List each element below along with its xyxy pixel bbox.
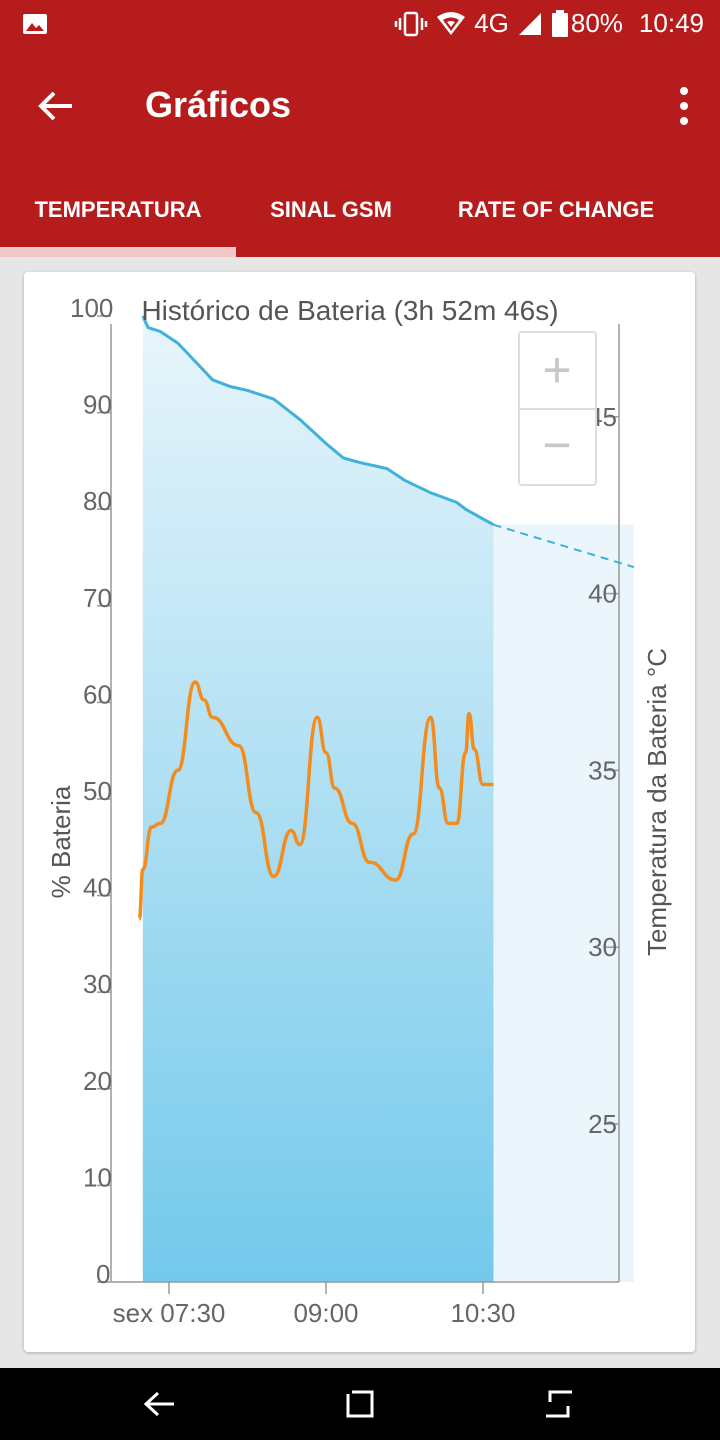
status-bar: 4G 80% 10:49 bbox=[0, 0, 720, 52]
left-axis-tick-label: 30 bbox=[83, 969, 112, 999]
left-axis-tick-label: 90 bbox=[83, 390, 112, 420]
cell-signal-icon bbox=[518, 12, 541, 35]
nav-recents-icon[interactable] bbox=[542, 1386, 578, 1422]
battery-projection-line bbox=[493, 523, 635, 569]
zoom-in-button[interactable]: + bbox=[521, 334, 594, 407]
nav-home-icon[interactable] bbox=[342, 1386, 378, 1422]
left-axis-tick-label: 40 bbox=[83, 873, 112, 903]
left-axis-tick-label: 10 bbox=[83, 1162, 112, 1192]
back-arrow-icon[interactable] bbox=[36, 86, 76, 126]
chart-card: 0 10 20 30 40 50 60 70 80 90 100 25 30 35 40 45 sex 07… bbox=[24, 272, 695, 1352]
tab-bar: TEMPERATURA SINAL GSM RATE OF CHANGE bbox=[0, 162, 720, 257]
right-axis-label: Temperatura da Bateria °C bbox=[642, 648, 672, 956]
vibrate-icon bbox=[394, 11, 428, 36]
battery-icon bbox=[551, 9, 568, 37]
zoom-out-button[interactable]: − bbox=[521, 411, 594, 484]
battery-area-fill bbox=[142, 316, 494, 1282]
temperature-line bbox=[137, 680, 494, 921]
right-axis-tick-label: 30 bbox=[588, 932, 617, 962]
left-axis-tick-label: 20 bbox=[83, 1066, 112, 1096]
gallery-notification-icon bbox=[23, 14, 47, 34]
left-axis-label: % Bateria bbox=[46, 785, 76, 898]
left-axis-tick-label: 60 bbox=[83, 679, 112, 709]
zoom-controls: + − bbox=[518, 331, 597, 486]
overflow-menu-icon[interactable] bbox=[678, 86, 690, 126]
left-axis-tick-label: 50 bbox=[83, 776, 112, 806]
app-bar: Gráficos bbox=[0, 52, 720, 162]
page-title: Gráficos bbox=[145, 84, 292, 125]
chart-title: Histórico de Bateria (3h 52m 46s) bbox=[141, 295, 558, 326]
zoom-in-label: + bbox=[542, 342, 571, 398]
right-axis-tick-label: 40 bbox=[588, 579, 617, 609]
x-axis-tick-label: sex 07:30 bbox=[113, 1298, 226, 1328]
x-axis-tick-label: 10:30 bbox=[450, 1298, 515, 1328]
network-type: 4G bbox=[474, 8, 509, 38]
clock: 10:49 bbox=[638, 8, 704, 38]
zoom-out-label: − bbox=[542, 417, 571, 473]
left-axis-tick-label: 100 bbox=[70, 293, 113, 323]
left-axis-tick-label: 70 bbox=[83, 583, 112, 613]
tab-sinal-gsm[interactable]: SINAL GSM bbox=[270, 197, 392, 222]
x-axis-tick-label: 09:00 bbox=[293, 1298, 358, 1328]
right-axis-tick-label: 35 bbox=[588, 755, 617, 785]
nav-back-icon[interactable] bbox=[140, 1388, 180, 1420]
system-nav-bar bbox=[0, 1368, 720, 1440]
tab-temperatura[interactable]: TEMPERATURA bbox=[34, 197, 202, 222]
left-axis-tick-label: 80 bbox=[83, 486, 112, 516]
tab-rate-of-change[interactable]: RATE OF CHANGE bbox=[457, 197, 655, 222]
projection-area bbox=[493, 524, 634, 1282]
battery-percent: 80% bbox=[570, 8, 623, 38]
battery-percent-line bbox=[141, 315, 495, 527]
left-axis-tick-label: 0 bbox=[96, 1259, 110, 1289]
right-axis-tick-label: 25 bbox=[588, 1109, 617, 1139]
wifi-icon bbox=[437, 11, 466, 35]
selected-tab-indicator bbox=[0, 247, 236, 257]
